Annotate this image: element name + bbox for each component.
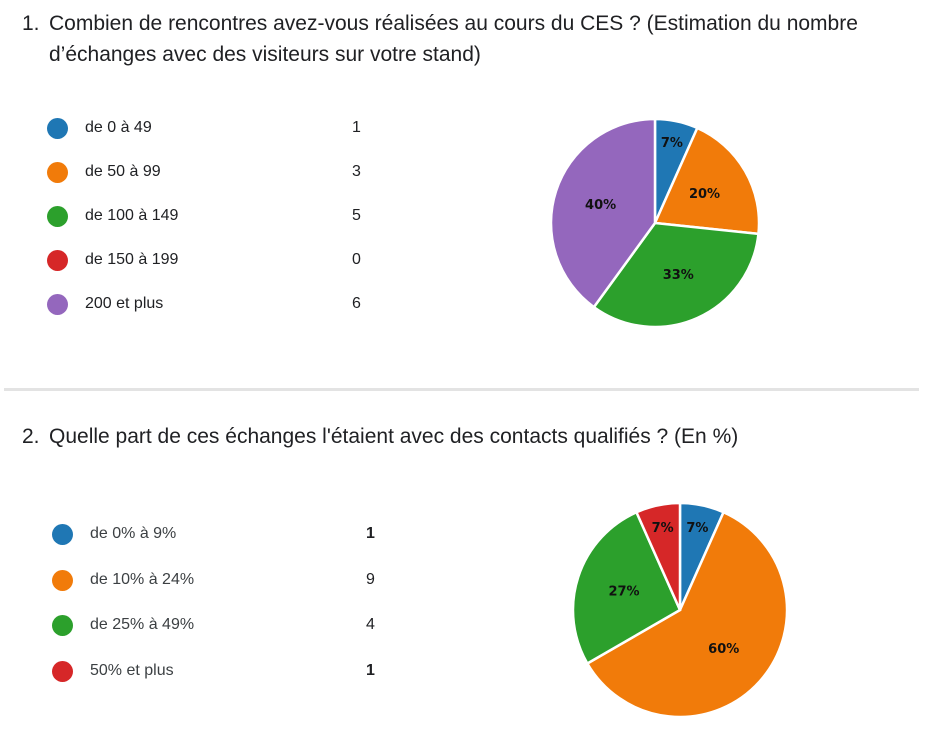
- legend-swatch: [52, 660, 73, 682]
- legend-item: de 10% à 24% 9: [52, 568, 392, 594]
- legend-item: 50% et plus 1: [52, 659, 392, 685]
- pie-percent-label: 27%: [608, 584, 639, 599]
- pie-percent-label: 7%: [652, 521, 674, 536]
- question-1-section: 1. Combien de rencontres avez-vous réali…: [22, 12, 858, 66]
- legend-item: de 25% à 49% 4: [52, 613, 392, 639]
- legend-label: de 150 à 199: [85, 251, 179, 268]
- legend-count: 5: [352, 207, 361, 224]
- legend-label: 200 et plus: [85, 295, 164, 312]
- pie-slice: [585, 510, 789, 719]
- question-1-number: 1.: [22, 12, 40, 35]
- legend-count: 1: [366, 525, 375, 542]
- legend-label: de 25% à 49%: [90, 616, 195, 633]
- legend-count: 9: [366, 570, 375, 588]
- legend-swatch: [52, 524, 73, 545]
- chart-2-pie: 7% 60% 27% 7%: [571, 501, 789, 719]
- legend-label: de 50 à 99: [85, 163, 161, 180]
- pie-percent-label: 7%: [686, 521, 708, 536]
- legend-swatch: [52, 615, 73, 636]
- legend-item: de 0% à 9% 1: [52, 522, 392, 548]
- legend-swatch: [47, 294, 68, 315]
- legend-count: 4: [366, 616, 375, 633]
- legend-label: de 100 à 149: [85, 207, 179, 224]
- legend-swatch: [47, 118, 68, 139]
- legend-item: 200 et plus 6: [47, 292, 387, 318]
- legend-count: 6: [352, 295, 361, 312]
- section-divider: [4, 388, 919, 391]
- legend-count: 0: [352, 251, 361, 268]
- legend-label: 50% et plus: [90, 661, 174, 679]
- legend-item: de 50 à 99 3: [47, 160, 387, 186]
- legend-label: de 0% à 9%: [90, 525, 177, 542]
- pie-percent-label: 20%: [689, 187, 720, 202]
- pie-percent-label: 40%: [585, 198, 616, 213]
- chart-1-pie: 7% 20% 33% 40%: [549, 117, 761, 329]
- pie-percent-label: 60%: [708, 642, 739, 657]
- legend-swatch: [52, 569, 73, 591]
- legend-count: 1: [366, 661, 375, 679]
- legend-count: 1: [352, 119, 361, 136]
- legend-item: de 0 à 49 1: [47, 116, 387, 142]
- question-1-text: Combien de rencontres avez-vous réalisée…: [49, 12, 858, 66]
- legend-count: 3: [352, 163, 361, 180]
- question-2-number: 2.: [22, 425, 40, 448]
- legend-item: de 100 à 149 5: [47, 204, 387, 230]
- legend-swatch: [47, 162, 68, 183]
- legend-item: de 150 à 199 0: [47, 248, 387, 274]
- pie-slice: [634, 501, 682, 611]
- pie-percent-label: 33%: [663, 268, 694, 283]
- pie-slice: [549, 117, 657, 309]
- question-2-section: 2. Quelle part de ces échanges l'étaient…: [0, 392, 935, 730]
- pie-percent-label: 7%: [661, 136, 683, 151]
- question-2-text: Quelle part de ces échanges l'étaient av…: [49, 425, 739, 448]
- legend-swatch: [47, 250, 68, 271]
- legend-label: de 10% à 24%: [90, 570, 195, 588]
- pie-slice: [653, 126, 761, 236]
- legend-swatch: [47, 206, 68, 227]
- pie-slice: [592, 221, 760, 329]
- legend-label: de 0 à 49: [85, 119, 152, 136]
